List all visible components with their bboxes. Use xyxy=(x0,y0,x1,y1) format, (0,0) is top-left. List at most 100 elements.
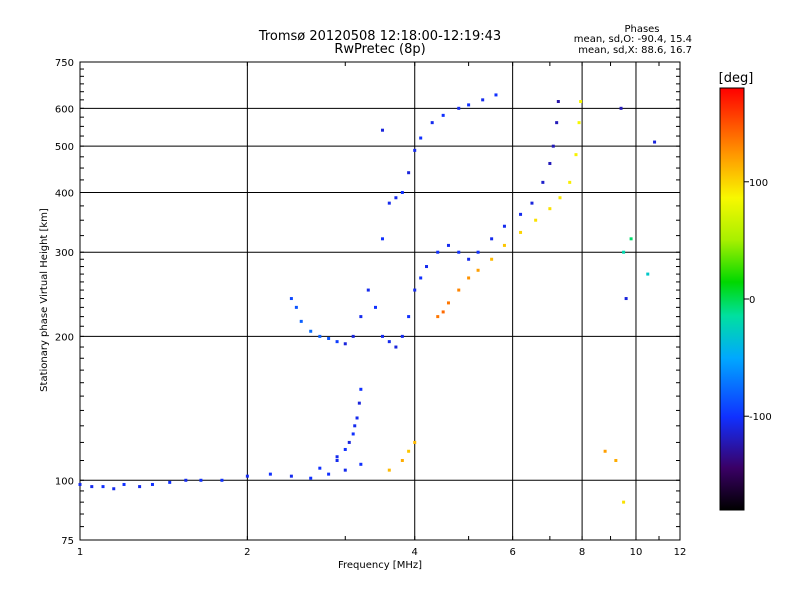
data-point-2-3 xyxy=(309,329,313,333)
data-point-0-17 xyxy=(359,462,363,466)
data-point-0-5 xyxy=(138,485,142,489)
data-point-0-19 xyxy=(335,458,339,462)
data-point-1-5 xyxy=(357,401,361,405)
phase-stats-x: mean, sd,X: 88.6, 16.7 xyxy=(578,45,692,56)
data-point-2-17 xyxy=(413,288,417,292)
data-point-4-9 xyxy=(534,218,538,222)
data-point-1-7 xyxy=(353,424,357,428)
data-point-1-6 xyxy=(359,387,363,391)
data-point-2-23 xyxy=(467,257,471,261)
data-point-4-3 xyxy=(457,288,461,292)
data-point-2-7 xyxy=(343,342,347,346)
data-point-4-4 xyxy=(467,276,471,280)
data-point-2-13 xyxy=(387,340,391,344)
data-point-2-25 xyxy=(490,237,494,241)
data-point-4-14 xyxy=(577,121,581,125)
data-point-2-28 xyxy=(530,201,534,205)
data-point-6-2 xyxy=(646,272,650,276)
data-point-0-13 xyxy=(289,474,293,478)
data-point-0-16 xyxy=(343,468,347,472)
x-tick-label-6: 12 xyxy=(674,547,687,558)
y-tick-label-1: 100 xyxy=(55,476,74,487)
data-point-2-26 xyxy=(502,224,506,228)
data-point-0-6 xyxy=(150,482,154,486)
data-point-3-8 xyxy=(441,113,445,117)
data-point-3-0 xyxy=(380,237,384,241)
data-point-6-1 xyxy=(629,237,633,241)
data-point-5-1 xyxy=(400,458,404,462)
data-point-5-0 xyxy=(387,468,391,472)
data-point-3-10 xyxy=(467,103,471,107)
data-point-2-18 xyxy=(419,276,423,280)
y-tick-label-6: 600 xyxy=(55,104,74,115)
data-point-3-4 xyxy=(407,171,411,175)
colorbar-tick-label-0: 100 xyxy=(749,178,768,189)
data-point-3-11 xyxy=(481,98,485,102)
data-point-2-19 xyxy=(425,265,429,269)
y-tick-label-3: 300 xyxy=(55,248,74,259)
y-axis-label: Stationary phase Virtual Height [km] xyxy=(39,208,50,392)
data-point-4-15 xyxy=(579,100,583,104)
data-point-4-2 xyxy=(446,301,450,305)
data-point-2-30 xyxy=(548,161,552,165)
data-point-5-3 xyxy=(413,440,417,444)
data-point-2-22 xyxy=(457,250,461,254)
data-point-2-8 xyxy=(351,334,355,338)
data-point-3-6 xyxy=(419,136,423,140)
data-point-2-2 xyxy=(299,319,303,323)
data-point-1-2 xyxy=(347,440,351,444)
y-tick-label-2: 200 xyxy=(55,332,74,343)
y-tick-label-4: 400 xyxy=(55,188,74,199)
data-point-1-1 xyxy=(343,447,347,451)
data-point-0-14 xyxy=(309,476,313,480)
data-point-1-0 xyxy=(335,455,339,459)
data-point-2-20 xyxy=(436,250,440,254)
data-point-3-1 xyxy=(387,201,391,205)
data-point-2-6 xyxy=(335,340,339,344)
data-point-2-12 xyxy=(380,334,384,338)
x-tick-label-0: 1 xyxy=(77,547,83,558)
data-point-3-2 xyxy=(394,196,398,200)
x-axis-label: Frequency [MHz] xyxy=(338,560,422,571)
data-point-1-3 xyxy=(351,432,355,436)
data-point-2-0 xyxy=(289,297,293,301)
data-point-3-13 xyxy=(380,128,384,132)
y-tick-label-5: 500 xyxy=(55,142,74,153)
plot-frame xyxy=(79,61,681,541)
data-point-4-7 xyxy=(502,243,506,247)
phase-stats-heading: Phases xyxy=(624,24,659,35)
data-point-2-5 xyxy=(327,336,331,340)
colorbar-tick-label-1: 0 xyxy=(749,295,755,306)
data-point-3-7 xyxy=(430,121,434,125)
data-point-3-9 xyxy=(457,106,461,110)
data-point-4-11 xyxy=(558,196,562,200)
data-point-2-24 xyxy=(476,250,480,254)
data-point-5-6 xyxy=(622,500,626,504)
data-point-6-4 xyxy=(653,140,657,144)
data-point-2-15 xyxy=(400,334,404,338)
data-point-1-4 xyxy=(355,416,359,420)
data-point-4-12 xyxy=(568,180,572,184)
data-point-4-0 xyxy=(436,315,440,319)
phase-stats-o: mean, sd,O: -90.4, 15.4 xyxy=(574,34,692,45)
x-tick-label-3: 6 xyxy=(509,547,515,558)
data-point-0-2 xyxy=(101,485,105,489)
data-point-4-1 xyxy=(441,310,445,314)
data-point-2-33 xyxy=(556,100,560,104)
chart-title: Tromsø 20120508 12:18:00-12:19:43 xyxy=(258,29,501,44)
data-point-0-12 xyxy=(268,472,272,476)
data-point-6-0 xyxy=(622,250,626,254)
colorbar-label: [deg] xyxy=(719,71,754,86)
data-point-2-31 xyxy=(551,144,555,148)
data-point-2-29 xyxy=(541,180,545,184)
data-point-2-16 xyxy=(407,315,411,319)
x-tick-label-4: 8 xyxy=(579,547,585,558)
x-tick-label-5: 10 xyxy=(630,547,643,558)
colorbar xyxy=(719,87,745,511)
data-point-2-10 xyxy=(366,288,370,292)
x-tick-label-1: 2 xyxy=(244,547,250,558)
colorbar-ticks: 100 0 -100 xyxy=(744,178,772,423)
data-point-4-6 xyxy=(490,257,494,261)
data-point-6-5 xyxy=(624,297,628,301)
